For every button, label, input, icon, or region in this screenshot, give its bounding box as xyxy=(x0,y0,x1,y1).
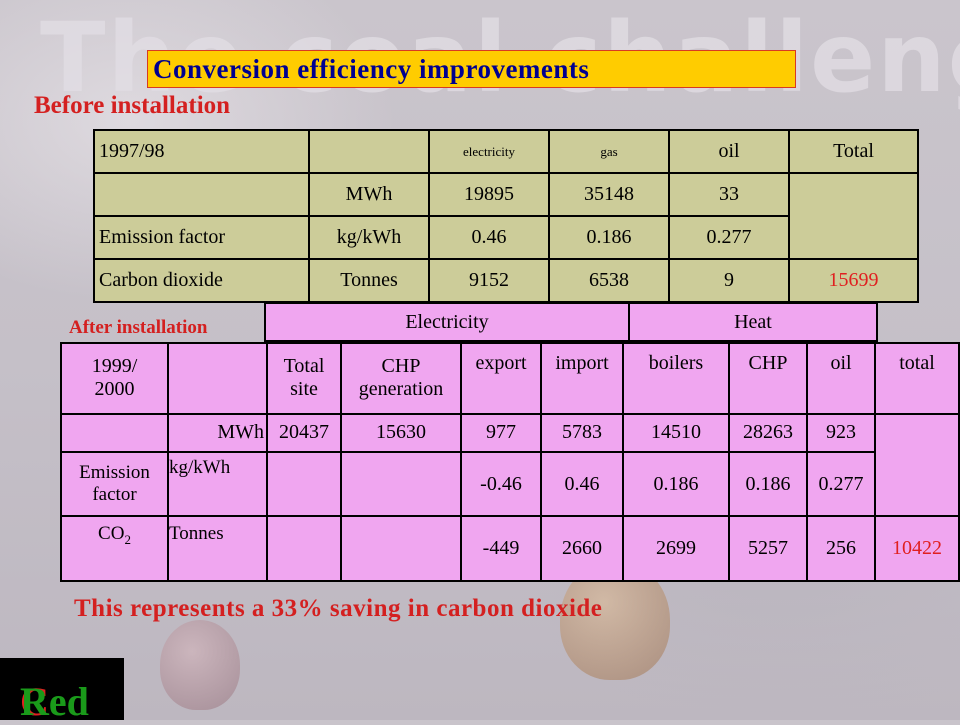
logo-c: C xyxy=(20,679,49,724)
value-cell: -0.46 xyxy=(460,450,542,518)
cred-logo: C Red xyxy=(0,658,124,724)
row-label-line: factor xyxy=(92,484,137,506)
balloon-decoration xyxy=(160,620,240,710)
value-cell: 0.277 xyxy=(806,450,876,518)
unit-cell: kg/kWh xyxy=(167,450,268,518)
logo-red: Red xyxy=(20,679,89,724)
title-banner: Conversion efficiency improvements xyxy=(147,50,796,88)
after-table: 1999/ 2000 Total site CHP generation exp… xyxy=(60,342,960,582)
empty-cell xyxy=(308,129,430,174)
value-cell: 33 xyxy=(668,172,790,217)
unit-cell: Tonnes xyxy=(167,515,268,582)
row-label-line: Emission xyxy=(79,462,150,484)
col-header-line: generation xyxy=(358,378,444,401)
year-line-2: 2000 xyxy=(94,378,135,401)
col-header-gas: gas xyxy=(548,129,670,174)
total-value: 10422 xyxy=(874,515,960,582)
col-header-line: CHP xyxy=(381,355,421,378)
value-cell: 0.46 xyxy=(540,450,624,518)
row-label-co2: CO2 xyxy=(60,515,169,582)
value-cell: 0.186 xyxy=(728,450,808,518)
page-title: Conversion efficiency improvements xyxy=(153,54,590,84)
value-cell: 9 xyxy=(668,258,790,303)
row-label-emission-factor: Emission factor xyxy=(60,450,169,518)
total-value: 15699 xyxy=(788,258,919,303)
col-header-chp-generation: CHP generation xyxy=(340,342,462,415)
value-cell: 5783 xyxy=(540,412,624,453)
value-cell: 0.186 xyxy=(548,215,670,260)
value-cell: 19895 xyxy=(428,172,550,217)
row-label: Carbon dioxide xyxy=(93,258,310,303)
unit-cell: MWh xyxy=(167,412,268,453)
after-group-header: Electricity Heat xyxy=(264,302,878,342)
empty-cell xyxy=(340,515,462,582)
year-cell: 1999/ 2000 xyxy=(60,342,169,415)
col-header-total: total xyxy=(874,342,960,415)
co2-label: CO xyxy=(98,523,125,545)
unit-cell: kg/kWh xyxy=(308,215,430,260)
unit-cell: Tonnes xyxy=(308,258,430,303)
value-cell: 0.277 xyxy=(668,215,790,260)
after-installation-label: After installation xyxy=(69,317,208,338)
value-cell: 0.186 xyxy=(622,450,730,518)
row-label xyxy=(93,172,310,217)
value-cell: 9152 xyxy=(428,258,550,303)
empty-cell xyxy=(167,342,268,415)
value-cell: 35148 xyxy=(548,172,670,217)
col-header-total: Total xyxy=(788,129,919,174)
col-header-oil: oil xyxy=(806,342,876,415)
value-cell: 15630 xyxy=(340,412,462,453)
value-cell: 256 xyxy=(806,515,876,582)
value-cell: 28263 xyxy=(728,412,808,453)
value-cell: 0.46 xyxy=(428,215,550,260)
col-header-electricity: electricity xyxy=(428,129,550,174)
before-installation-label: Before installation xyxy=(34,92,231,119)
col-header-boilers: boilers xyxy=(622,342,730,415)
empty-cell xyxy=(266,450,342,518)
value-cell: 20437 xyxy=(266,412,342,453)
before-table: 1997/98 electricity gas oil Total MWh 19… xyxy=(93,129,919,303)
year-cell: 1997/98 xyxy=(93,129,310,174)
unit-cell: MWh xyxy=(308,172,430,217)
value-cell: 977 xyxy=(460,412,542,453)
empty-cell xyxy=(340,450,462,518)
group-header-heat: Heat xyxy=(628,302,878,342)
total-cell-empty xyxy=(788,172,919,260)
col-header-line: Total xyxy=(283,355,325,378)
value-cell: 2699 xyxy=(622,515,730,582)
value-cell: 923 xyxy=(806,412,876,453)
value-cell: -449 xyxy=(460,515,542,582)
saving-statement: This represents a 33% saving in carbon d… xyxy=(74,595,603,622)
col-header-chp: CHP xyxy=(728,342,808,415)
col-header-total-site: Total site xyxy=(266,342,342,415)
value-cell: 5257 xyxy=(728,515,808,582)
row-label: Emission factor xyxy=(93,215,310,260)
value-cell: 2660 xyxy=(540,515,624,582)
empty-cell xyxy=(60,412,169,453)
col-header-export: export xyxy=(460,342,542,415)
value-cell: 6538 xyxy=(548,258,670,303)
value-cell: 14510 xyxy=(622,412,730,453)
col-header-oil: oil xyxy=(668,129,790,174)
empty-cell xyxy=(266,515,342,582)
year-line-1: 1999/ xyxy=(91,355,138,378)
col-header-import: import xyxy=(540,342,624,415)
group-header-electricity: Electricity xyxy=(264,302,630,342)
co2-subscript: 2 xyxy=(124,532,131,548)
col-header-line: site xyxy=(290,378,318,401)
total-cell-empty xyxy=(874,412,960,518)
